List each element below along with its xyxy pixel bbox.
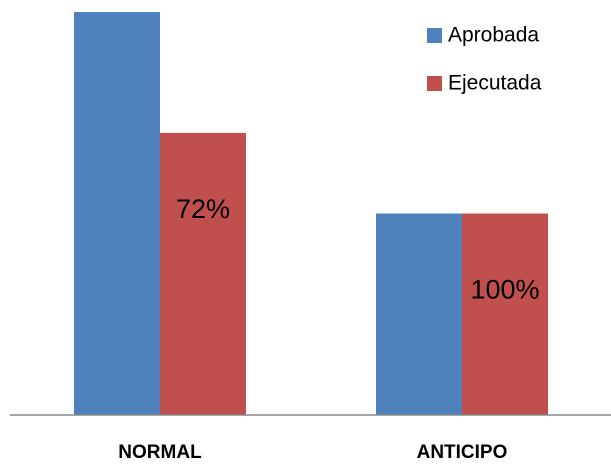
x-tick-label: NORMAL xyxy=(118,442,202,463)
x-tick-label: ANTICIPO xyxy=(417,442,508,463)
legend-swatch xyxy=(427,28,442,43)
legend-swatch xyxy=(427,76,442,91)
bar xyxy=(462,213,548,415)
bar xyxy=(376,213,462,415)
bar xyxy=(74,12,160,415)
legend-label: Ejecutada xyxy=(448,72,542,95)
data-label: 72% xyxy=(176,194,230,224)
legend-label: Aprobada xyxy=(448,24,539,47)
bar xyxy=(160,132,246,415)
data-label: 100% xyxy=(470,275,539,305)
